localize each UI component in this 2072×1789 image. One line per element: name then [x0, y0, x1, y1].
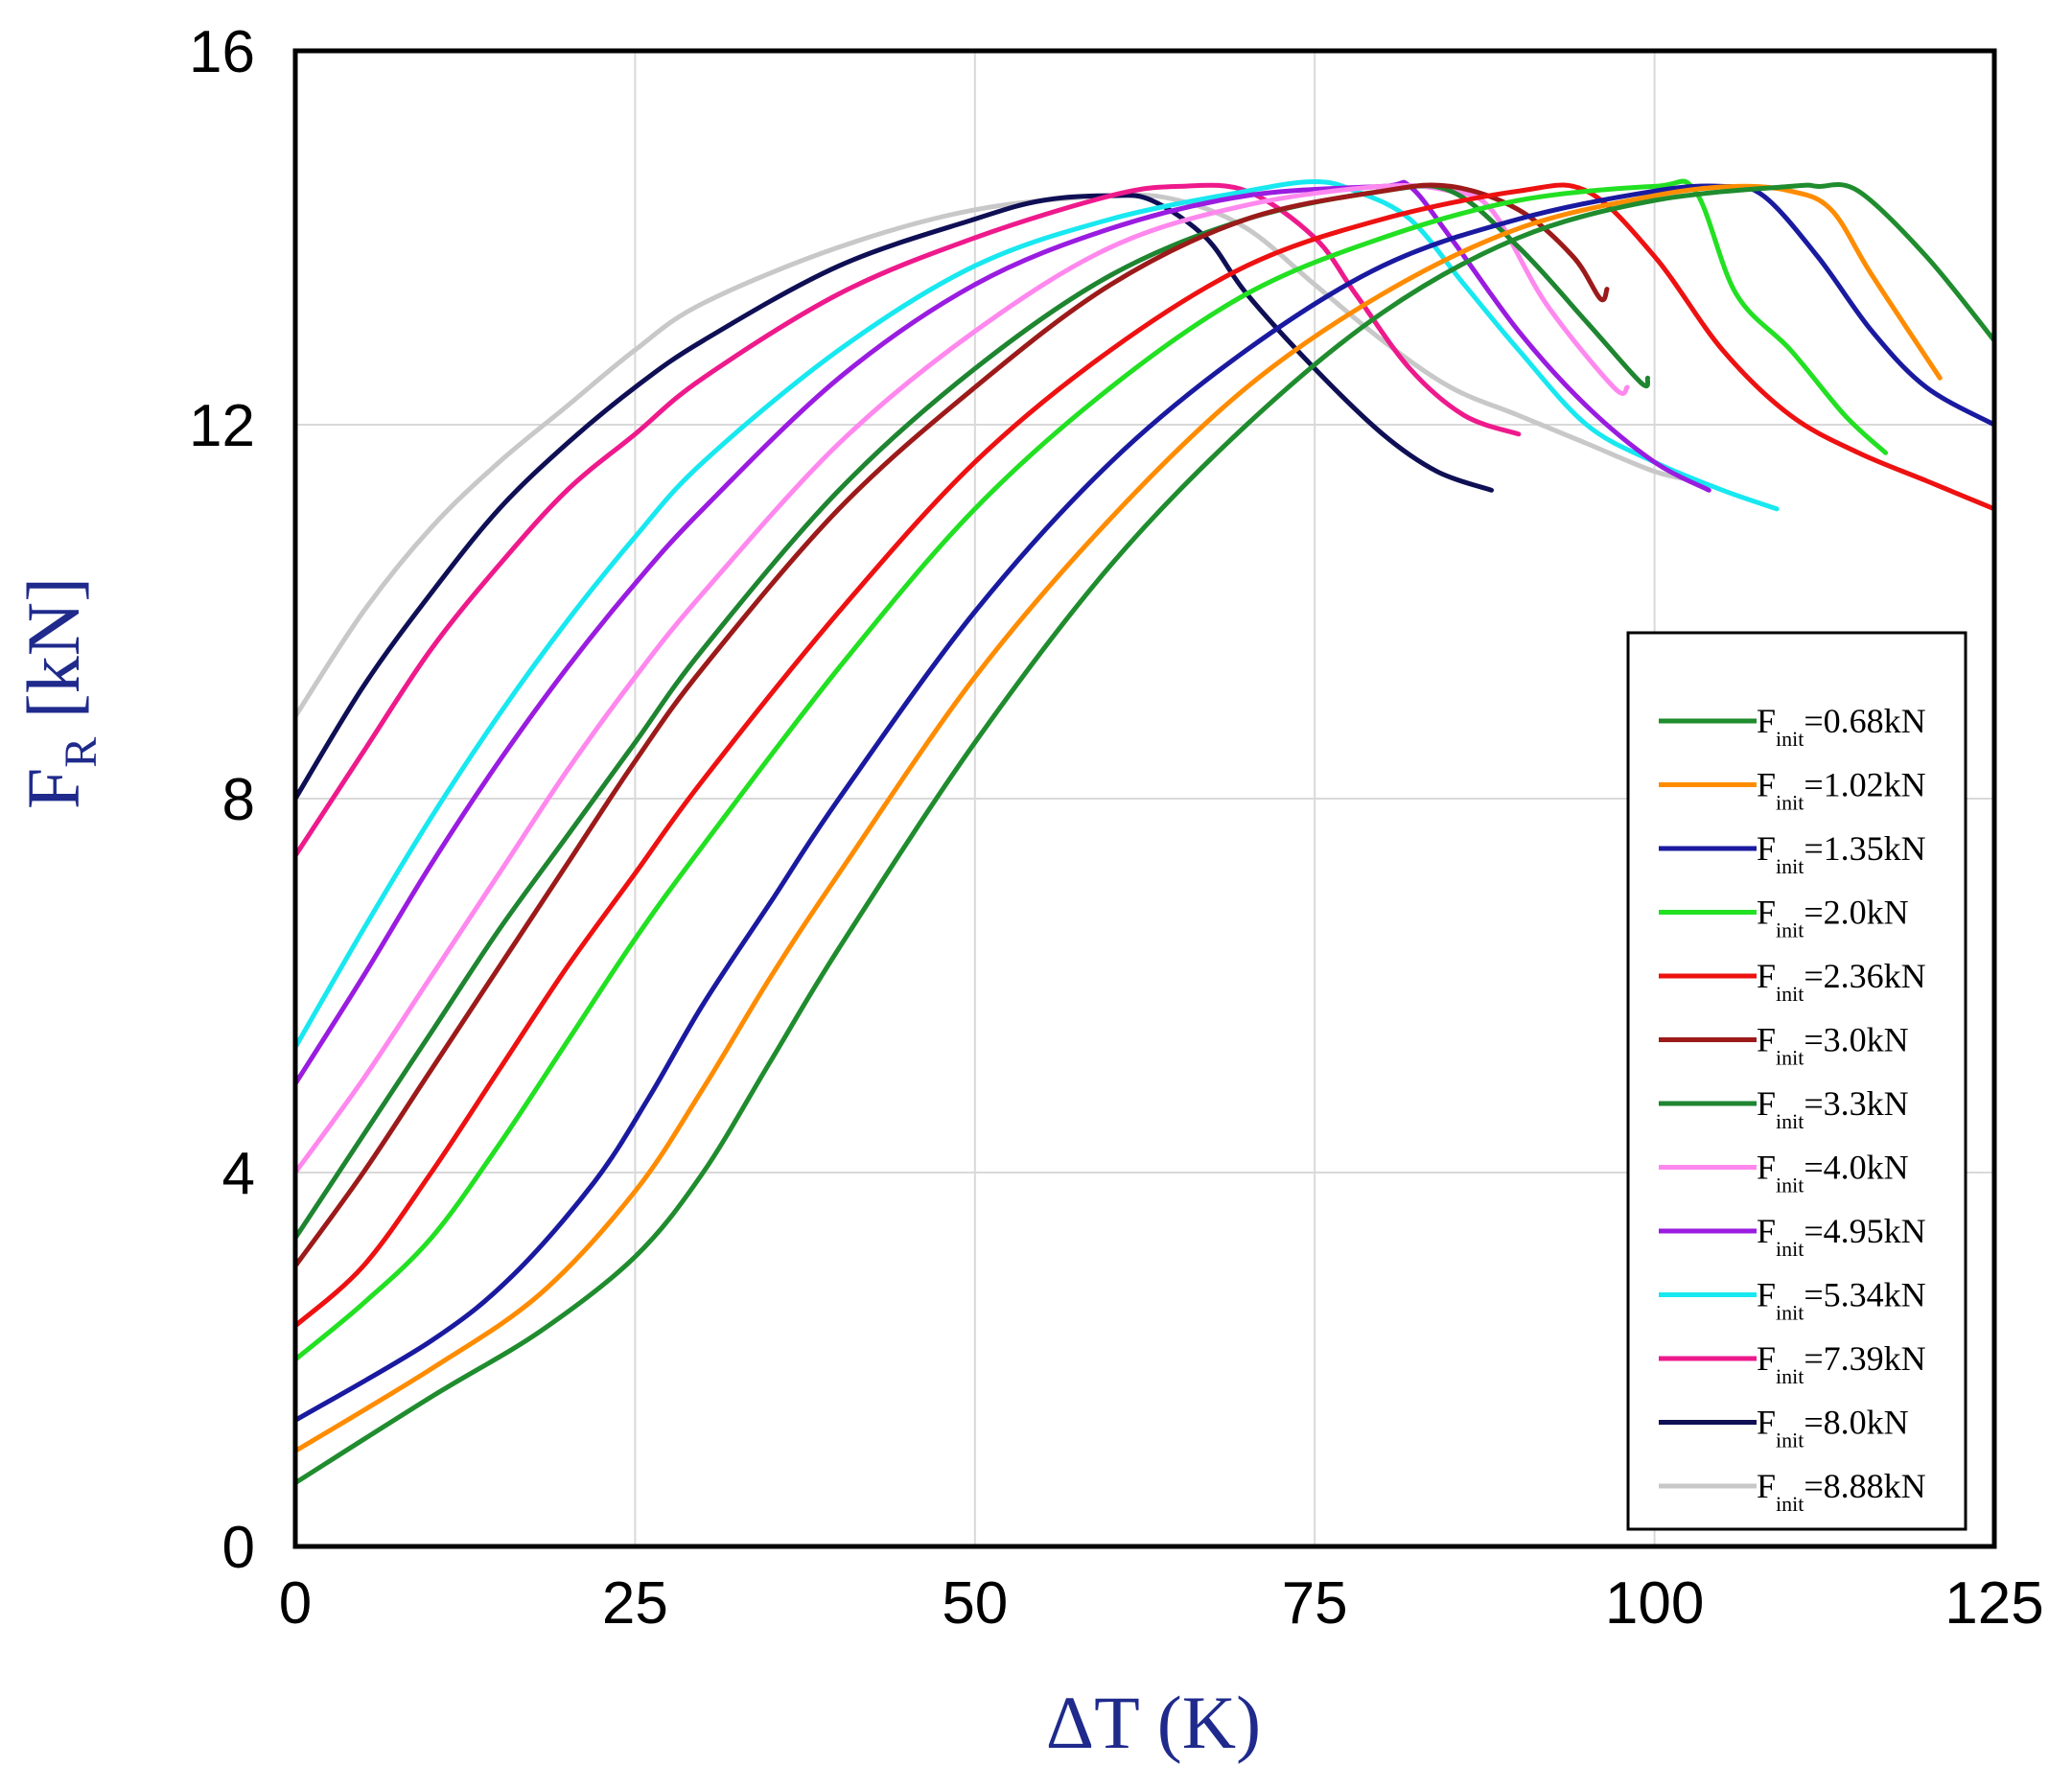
- series-line: [292, 179, 1711, 1086]
- y-tick-labels: 0 4 8 12 16: [189, 19, 255, 1581]
- legend-box: [1626, 631, 1967, 1531]
- legend-label: Finit=4.95kN: [1757, 1212, 1926, 1261]
- legend-label: Finit=8.0kN: [1757, 1404, 1909, 1452]
- legend-label: Finit=8.88kN: [1757, 1467, 1926, 1516]
- series-line: [292, 183, 1997, 1423]
- legend-label: Finit=1.35kN: [1757, 829, 1926, 878]
- y-axis-label: FR [kN]: [12, 577, 106, 809]
- y-axis-label-subscript: R: [56, 737, 106, 768]
- legend-label: Finit=4.0kN: [1757, 1149, 1909, 1197]
- x-tick-label: 125: [1944, 1570, 2043, 1637]
- x-tick-label: 50: [942, 1570, 1008, 1637]
- x-tick-labels: 0 25 50 75 100 125: [279, 1570, 2044, 1637]
- series-line: [292, 179, 1780, 1050]
- y-tick-label: 8: [222, 767, 255, 833]
- legend-label: Finit=7.39kN: [1757, 1339, 1926, 1388]
- y-tick-label: 12: [189, 393, 255, 459]
- y-tick-label: 0: [222, 1515, 255, 1581]
- y-axis-label-unit: [kN]: [12, 577, 95, 737]
- legend: Finit=0.68kN Finit=1.02kN Finit=1.35kN Fini…: [1626, 631, 1967, 1531]
- series-line: [292, 182, 1997, 1486]
- legend-label: Finit=3.0kN: [1757, 1021, 1909, 1070]
- y-axis-label-main: F: [12, 768, 95, 809]
- svg-text:FR [kN]: FR [kN]: [12, 577, 106, 809]
- legend-label: Finit=1.02kN: [1757, 766, 1926, 815]
- x-tick-label: 100: [1605, 1570, 1704, 1637]
- plot-frame: [292, 48, 1997, 1549]
- x-axis-label: ΔT (K): [1046, 1681, 1261, 1764]
- x-tick-label: 0: [279, 1570, 312, 1637]
- legend-label: Finit=5.34kN: [1757, 1276, 1926, 1325]
- x-tick-label: 25: [602, 1570, 668, 1637]
- series-line: [292, 178, 1889, 1362]
- legend-label: Finit=2.36kN: [1757, 957, 1926, 1006]
- x-tick-label: 75: [1282, 1570, 1348, 1637]
- legend-label: Finit=2.0kN: [1757, 894, 1909, 942]
- series-line: [292, 182, 1997, 1329]
- legend-label: Finit=3.3kN: [1757, 1084, 1909, 1133]
- series-line: [292, 183, 1630, 1175]
- legend-label: Finit=0.68kN: [1757, 702, 1926, 751]
- series-line: [292, 183, 1651, 1241]
- series-lines: [292, 178, 1997, 1486]
- y-tick-label: 4: [222, 1141, 255, 1207]
- y-tick-label: 16: [189, 19, 255, 85]
- series-line: [292, 182, 1522, 858]
